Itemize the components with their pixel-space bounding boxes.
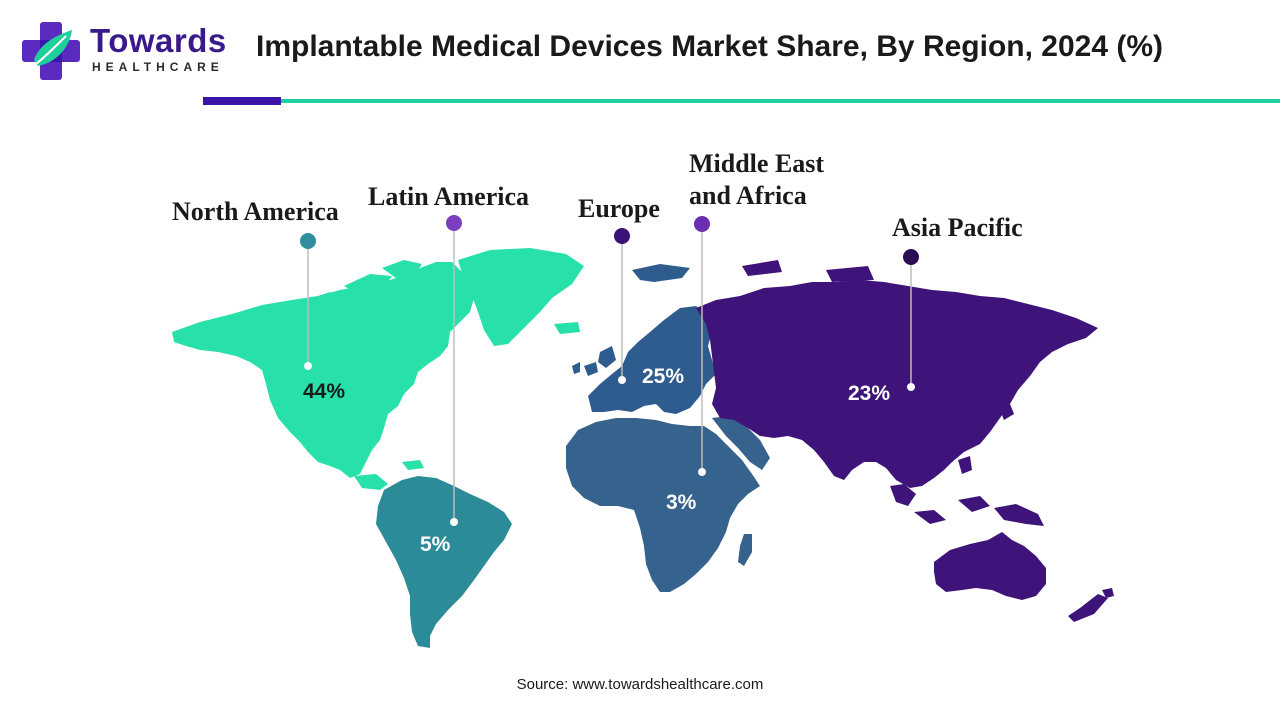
dot-asia-pacific [903,249,919,265]
marker-latin-america [450,518,458,526]
region-europe [572,264,716,414]
marker-europe [618,376,626,384]
dot-mea [694,216,710,232]
marker-north-america [304,362,312,370]
brand-name: Towards [90,22,227,59]
chart-title: Implantable Medical Devices Market Share… [256,30,1164,63]
dot-latin-america [446,215,462,231]
brand-logo: Towards HEALTHCARE [20,20,230,80]
marker-asia-pacific [907,383,915,391]
brand-tagline: HEALTHCARE [92,60,224,74]
value-asia-pacific: 23% [848,382,891,405]
value-latin-america: 5% [420,533,451,556]
dot-north-america [300,233,316,249]
medical-cross-icon [22,22,80,80]
region-asia-pacific [696,260,1114,622]
leader-lines [307,223,912,522]
value-north-america: 44% [303,380,346,403]
region-north-america [172,248,584,490]
title-rule-accent [203,97,281,105]
label-asia-pacific: Asia Pacific [892,213,1023,242]
label-europe: Europe [578,194,660,223]
anchor-dots [300,215,919,526]
region-latin-america [376,476,512,648]
label-mea-line1: Middle East [689,149,825,178]
value-europe: 25% [642,365,685,388]
label-latin-america: Latin America [368,182,530,211]
dot-europe [614,228,630,244]
region-middle-east-africa [566,416,770,592]
marker-mea [698,468,706,476]
value-mea: 3% [666,491,697,514]
label-mea-line2: and Africa [689,181,807,210]
title-rule [281,99,1280,103]
source-note: Source: www.towardshealthcare.com [516,676,764,693]
label-north-america: North America [172,197,339,226]
